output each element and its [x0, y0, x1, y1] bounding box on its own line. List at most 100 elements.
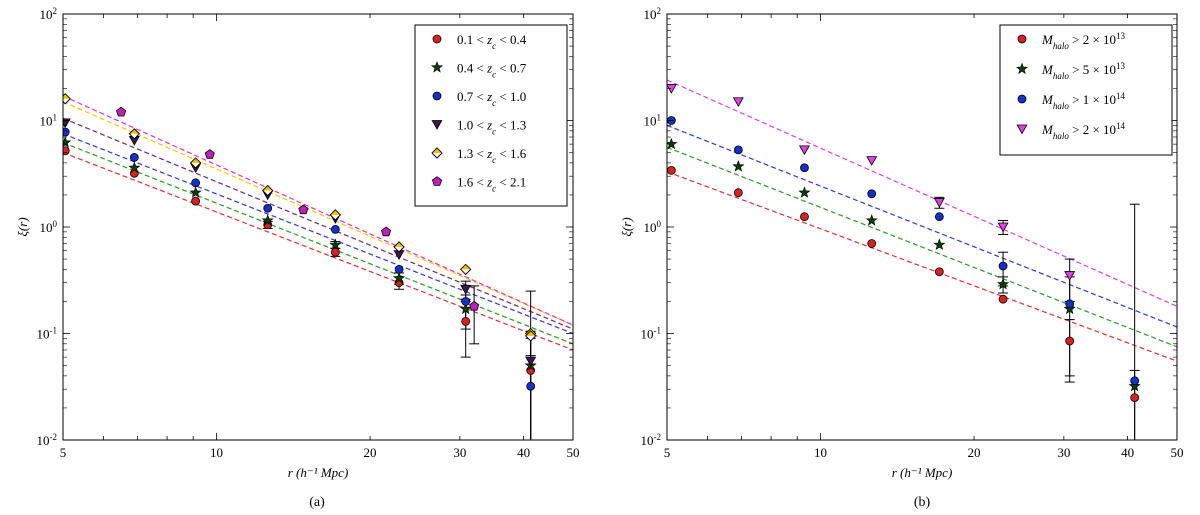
legend-marker-4: [1016, 124, 1028, 135]
y-axis-label: ξ(r): [15, 217, 30, 236]
x-tick-label: 10: [814, 445, 827, 460]
data-point-series-5: [190, 157, 202, 169]
legend-marker-3: [1017, 94, 1027, 104]
legend-marker-3: [432, 91, 442, 101]
data-point-series-4: [933, 198, 945, 208]
fit-line-series-5: [63, 101, 573, 326]
data-point-series-2: [865, 214, 878, 226]
data-point-series-2: [189, 186, 202, 198]
data-point-series-6: [469, 301, 480, 311]
data-point-series-1: [330, 247, 340, 257]
data-point-series-2: [261, 214, 274, 226]
y-tick-label: 10-1: [37, 326, 58, 342]
data-point-series-3: [129, 153, 139, 162]
data-point-series-2: [996, 277, 1010, 290]
panel-b: 5 10 20 30 40 50 10-2 10-1 100 101 102 r (h⁻¹ Mpc) ξ…: [619, 6, 1184, 480]
panel-b-caption: (b): [914, 495, 931, 510]
y-tick-label: 10-1: [641, 326, 662, 342]
y-axis-label: ξ(r): [619, 217, 634, 236]
x-tick-label: 50: [567, 445, 580, 460]
legend-label-6: 1.6 < zc < 2.1: [457, 175, 526, 194]
data-point-series-1: [934, 267, 944, 277]
legend-label-3: 0.7 < zc < 1.0: [457, 89, 526, 108]
data-point-series-6: [298, 204, 309, 215]
legend-box: [999, 24, 1173, 156]
x-tick-label: 20: [968, 445, 981, 460]
data-points: [667, 84, 1141, 440]
data-point-series-1: [800, 212, 809, 222]
data-point-series-3: [63, 127, 70, 137]
data-point-series-6: [204, 149, 215, 159]
y-tick-label: 101: [40, 113, 58, 129]
data-point-series-1: [667, 165, 676, 175]
y-tick-label: 101: [644, 113, 662, 129]
legend-label-4: Mhalo > 2 × 1014: [1041, 121, 1126, 141]
data-point-series-5: [63, 93, 71, 105]
data-point-series-5: [460, 263, 472, 275]
data-point-series-3: [461, 297, 471, 306]
legend: 0.1 < zc < 0.4 0.4 < zc < 0.7 0.7 < zc < 1…: [414, 24, 568, 207]
panel-a-caption: (a): [309, 495, 325, 510]
legend-label-3: Mhalo > 1 × 1014: [1041, 91, 1126, 111]
fit-line-series-3: [667, 124, 1177, 328]
legend-marker-2: [1015, 62, 1029, 75]
y-tick-label: 10-2: [37, 432, 58, 448]
x-tick-label: 20: [364, 445, 377, 460]
y-tick-label: 100: [644, 219, 662, 235]
data-point-series-2: [933, 238, 946, 251]
data-point-series-3: [263, 203, 273, 213]
data-point-series-4: [1064, 271, 1076, 281]
fit-line-series-2: [63, 142, 573, 345]
data-point-series-1: [1065, 336, 1075, 346]
data-point-series-2: [392, 271, 406, 284]
y-tick-label: 102: [644, 6, 662, 22]
x-tick-label: 30: [453, 445, 466, 460]
data-point-series-2: [1063, 302, 1076, 315]
data-point-series-2: [732, 160, 745, 172]
data-point-series-1: [191, 196, 201, 206]
legend-marker-1: [432, 34, 442, 44]
data-point-series-5: [329, 209, 341, 221]
fit-line-series-3: [63, 133, 573, 335]
legend-box: [414, 24, 568, 207]
data-point-series-3: [998, 261, 1008, 271]
x-tick-label: 10: [210, 445, 223, 460]
data-point-series-3: [526, 381, 536, 391]
data-point-series-3: [800, 163, 809, 173]
data-point-series-3: [867, 189, 877, 199]
y-tick-label: 102: [40, 6, 58, 22]
data-point-series-3: [1065, 299, 1075, 309]
fit-line-series-1: [63, 152, 573, 351]
x-tick-label: 50: [1171, 445, 1184, 460]
data-point-series-2: [63, 136, 72, 148]
data-point-series-2: [459, 302, 472, 315]
legend-label-1: 0.1 < zc < 0.4: [457, 32, 527, 51]
data-point-series-6: [381, 226, 392, 237]
y-tick-label: 100: [40, 219, 58, 235]
data-points: [63, 93, 537, 440]
data-point-series-5: [128, 128, 140, 140]
legend-label-2: Mhalo > 5 × 1013: [1041, 61, 1126, 81]
data-point-series-1: [733, 188, 743, 198]
data-point-series-3: [934, 212, 944, 222]
x-axis-label: r (h⁻¹ Mpc): [892, 465, 953, 480]
data-point-series-1: [461, 316, 471, 326]
axis-ticks: [667, 13, 1177, 441]
legend-label-5: 1.3 < zc < 1.6: [457, 146, 527, 165]
data-point-series-4: [460, 284, 472, 295]
fit-line-series-1: [667, 171, 1177, 362]
legend-marker-1: [1017, 34, 1027, 44]
data-point-series-4: [732, 97, 744, 108]
data-point-series-1: [867, 239, 877, 248]
fit-lines: [667, 79, 1177, 362]
data-point-series-2: [329, 238, 342, 251]
data-point-series-1: [1130, 393, 1140, 403]
data-point-series-3: [191, 178, 201, 188]
legend-label-1: Mhalo > 2 × 1013: [1041, 31, 1126, 51]
x-tick-label: 5: [60, 445, 67, 460]
data-point-series-4: [798, 145, 810, 156]
fit-lines: [63, 95, 573, 351]
y-tick-label: 10-2: [641, 432, 662, 448]
data-point-series-2: [1128, 379, 1141, 392]
x-tick-label: 40: [1121, 445, 1134, 460]
